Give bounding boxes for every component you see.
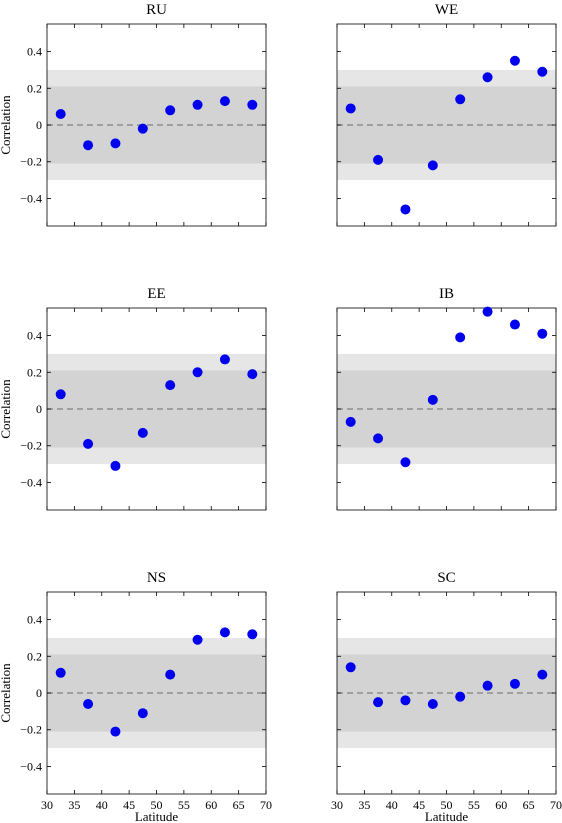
data-point [192, 99, 203, 110]
x-tick-label: 45 [413, 798, 425, 812]
x-tick-label: 60 [495, 798, 507, 812]
x-tick-label: 55 [468, 798, 480, 812]
panel-title: IB [439, 286, 454, 302]
data-point [137, 123, 148, 134]
data-point [110, 138, 121, 149]
data-point [455, 94, 466, 105]
data-point [55, 108, 66, 119]
data-point [247, 629, 258, 640]
panel-title: RU [146, 2, 167, 18]
data-point [345, 103, 356, 114]
y-tick-label: 0.4 [27, 329, 42, 343]
data-point [400, 457, 411, 468]
panel-sc: 30 35 40 45 50 55 60 65 70 SC Latitude [331, 570, 562, 823]
data-point [83, 140, 94, 151]
x-tick-label: 65 [233, 798, 245, 812]
data-point [509, 55, 520, 66]
data-point [509, 319, 520, 330]
data-point [192, 367, 203, 378]
panel-title: EE [147, 286, 165, 302]
data-point [482, 72, 493, 83]
panel-ns: 30 35 40 45 50 55 60 65 70 −0.4 −0.2 0 0.2 0.4 NS Corre… [0, 570, 272, 823]
y-axis-label: Correlation [0, 663, 13, 723]
data-point [247, 99, 258, 110]
data-point [400, 204, 411, 215]
data-point [219, 354, 230, 365]
x-axis-label: Latitude [425, 809, 469, 823]
data-point [165, 380, 176, 391]
data-point [373, 154, 384, 165]
y-tick-label: −0.4 [20, 475, 42, 489]
x-tick-label: 30 [331, 798, 343, 812]
y-axis-label: Correlation [0, 379, 13, 439]
x-tick-label: 35 [68, 798, 80, 812]
panel-title: NS [147, 570, 166, 586]
data-point [482, 306, 493, 317]
y-tick-label: −0.2 [20, 723, 42, 737]
data-point [482, 680, 493, 691]
y-tick-label: 0 [36, 402, 42, 416]
x-tick-label: 30 [41, 798, 53, 812]
y-tick-label: −0.4 [20, 191, 42, 205]
data-point [455, 691, 466, 702]
data-point [247, 369, 258, 380]
y-axis-label: Correlation [0, 95, 13, 155]
panel-ib: IB [336, 286, 557, 511]
panel-title: SC [437, 570, 455, 586]
x-tick-label: 40 [386, 798, 398, 812]
data-point [509, 678, 520, 689]
data-point [165, 669, 176, 680]
data-point [427, 699, 438, 710]
data-point [83, 438, 94, 449]
data-point [455, 332, 466, 343]
x-tick-label: 35 [358, 798, 370, 812]
y-tick-label: 0.2 [27, 81, 42, 95]
data-point [537, 328, 548, 339]
x-axis-label: Latitude [135, 809, 179, 823]
data-point [400, 695, 411, 706]
data-point [83, 699, 94, 710]
data-point [537, 669, 548, 680]
y-tick-label: 0.2 [27, 365, 42, 379]
data-point [427, 160, 438, 171]
data-point [427, 394, 438, 405]
panel-ru: −0.4 −0.2 0 0.2 0.4 RU Correlation [0, 2, 267, 227]
data-point [137, 708, 148, 719]
x-tick-label: 50 [441, 798, 453, 812]
data-point [219, 627, 230, 638]
data-point [537, 66, 548, 77]
data-point [373, 697, 384, 708]
x-tick-label: 70 [260, 798, 272, 812]
data-point [110, 460, 121, 471]
y-tick-label: −0.4 [20, 759, 42, 773]
x-tick-label: 55 [178, 798, 190, 812]
x-tick-label: 65 [523, 798, 535, 812]
data-point [373, 433, 384, 444]
data-point [345, 662, 356, 673]
data-point [165, 105, 176, 116]
y-tick-label: −0.2 [20, 155, 42, 169]
panel-title: WE [435, 2, 458, 18]
data-point [110, 726, 121, 737]
y-tick-label: 0.2 [27, 649, 42, 663]
data-point [55, 667, 66, 678]
panel-we: WE [336, 2, 557, 227]
x-tick-label: 50 [151, 798, 163, 812]
data-point [345, 416, 356, 427]
y-tick-label: 0 [36, 118, 42, 132]
x-tick-label: 45 [123, 798, 135, 812]
y-tick-label: 0.4 [27, 613, 42, 627]
y-tick-label: 0.4 [27, 45, 42, 59]
y-tick-label: 0 [36, 686, 42, 700]
data-point [192, 634, 203, 645]
data-point [137, 427, 148, 438]
data-point [219, 96, 230, 107]
x-tick-label: 40 [96, 798, 108, 812]
x-tick-label: 60 [205, 798, 217, 812]
data-point [55, 389, 66, 400]
y-tick-label: −0.2 [20, 439, 42, 453]
x-tick-label: 70 [550, 798, 562, 812]
panel-ee: −0.4 −0.2 0 0.2 0.4 EE Correlation [0, 286, 267, 511]
